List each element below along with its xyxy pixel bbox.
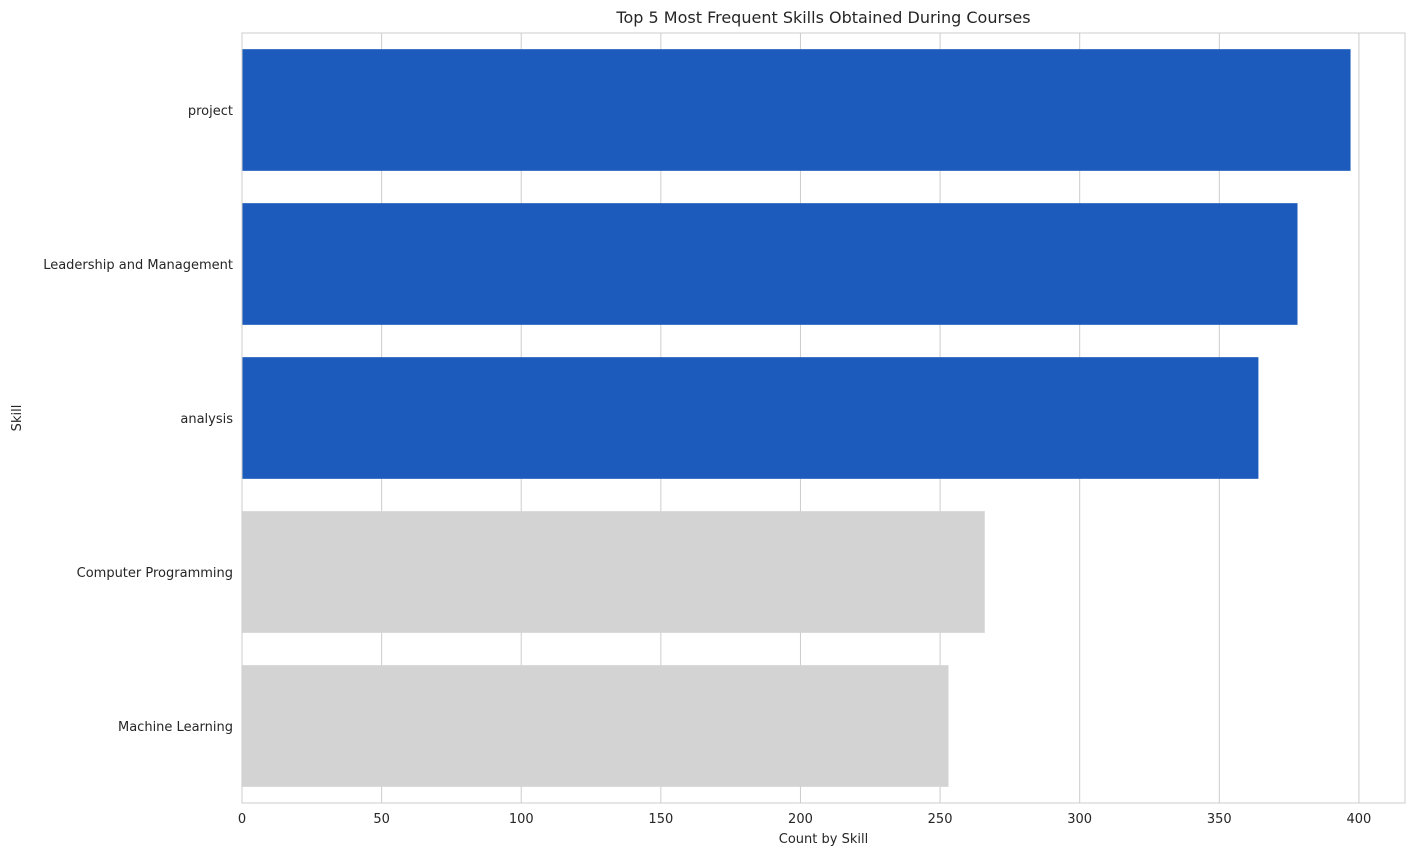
- bar: [242, 511, 985, 633]
- y-tick-label: project: [188, 104, 233, 119]
- chart-title: Top 5 Most Frequent Skills Obtained Duri…: [615, 8, 1030, 27]
- plot-frame: [241, 32, 1406, 804]
- x-tick-label: 350: [1207, 812, 1232, 827]
- y-tick-labels: project Leadership and Management analysis…: [43, 104, 233, 735]
- x-tick-labels: 0 50 100 150 200 250 300 350 400: [238, 812, 1371, 827]
- bars: [242, 49, 1351, 787]
- y-tick-label: Computer Programming: [77, 566, 233, 581]
- x-axis-label: Count by Skill: [779, 832, 868, 847]
- bar: [242, 665, 949, 787]
- bar: [242, 203, 1298, 325]
- y-axis-label: Skill: [10, 405, 25, 432]
- x-tick-label: 50: [373, 812, 390, 827]
- x-tick-label: 400: [1347, 812, 1372, 827]
- x-tick-label: 300: [1067, 812, 1092, 827]
- x-tick-label: 100: [509, 812, 534, 827]
- bar: [242, 49, 1351, 171]
- x-tick-label: 0: [238, 812, 246, 827]
- y-tick-label: Leadership and Management: [43, 258, 233, 273]
- bar: [242, 357, 1259, 479]
- y-tick-label: analysis: [180, 412, 233, 427]
- x-tick-label: 250: [928, 812, 953, 827]
- x-tick-label: 200: [788, 812, 813, 827]
- x-tick-label: 150: [648, 812, 673, 827]
- y-tick-label: Machine Learning: [118, 720, 233, 735]
